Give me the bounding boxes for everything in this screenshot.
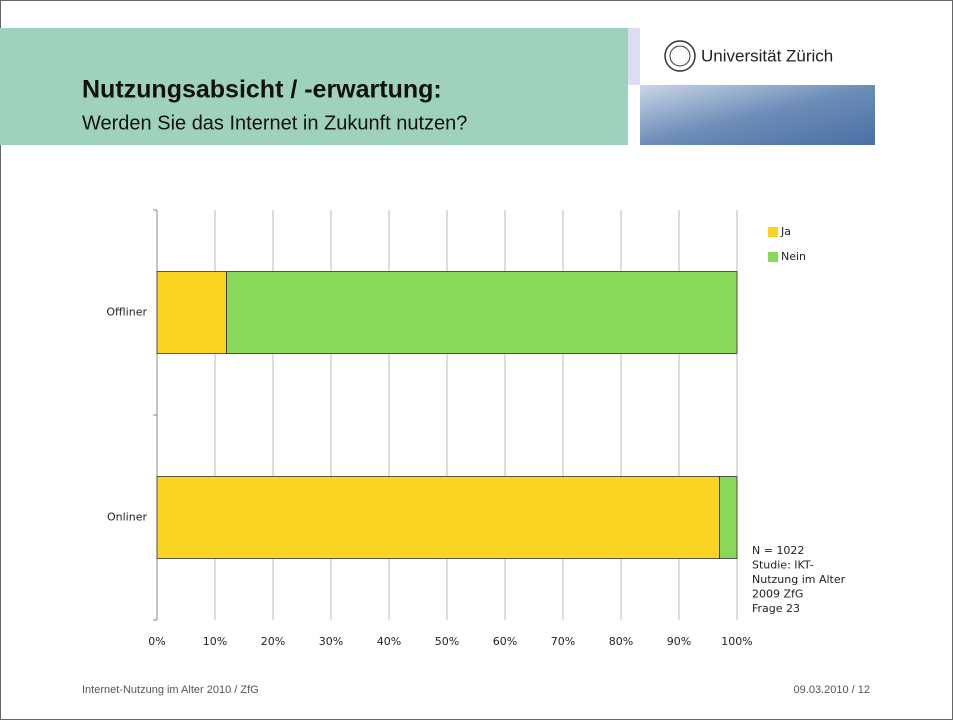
legend-label: Ja — [780, 225, 791, 238]
logo-seal-inner — [669, 45, 691, 67]
note-line: 2009 ZfG — [752, 588, 803, 601]
chart: 0% 10% 20% 30% 40% 50% 60% 70% 80% 90% 100% Offline… — [106, 209, 846, 648]
note-line: N = 1022 — [752, 544, 804, 557]
x-tick-label: 60% — [493, 635, 517, 648]
footer-left: Internet-Nutzung im Alter 2010 / ZfG — [82, 684, 259, 696]
legend-swatch — [768, 227, 778, 237]
slide-title: Nutzungsabsicht / -erwartung: — [82, 76, 442, 104]
x-tick-label: 10% — [203, 635, 227, 648]
x-tick-label: 100% — [721, 635, 752, 648]
note-line: Nutzung im Alter — [752, 573, 846, 586]
x-tick-label: 0% — [148, 635, 165, 648]
x-tick-label: 50% — [435, 635, 459, 648]
legend-swatch — [768, 252, 778, 262]
logo-text: Universität Zürich — [701, 46, 833, 65]
x-tick-label: 90% — [667, 635, 691, 648]
bar-segment — [719, 476, 738, 559]
footer-right: 09.03.2010 / 12 — [794, 684, 870, 696]
logo-seal — [664, 40, 696, 72]
slide-subtitle: Werden Sie das Internet in Zukunft nutze… — [82, 112, 467, 134]
note-line: Frage 23 — [752, 602, 800, 615]
legend-label: Nein — [781, 250, 806, 263]
x-tick-label: 70% — [551, 635, 575, 648]
bar-segment — [226, 271, 738, 354]
header-band — [0, 28, 628, 145]
note-line: Studie: IKT- — [752, 559, 814, 572]
x-tick-label: 80% — [609, 635, 633, 648]
x-tick-label: 20% — [261, 635, 285, 648]
x-tick-label: 40% — [377, 635, 401, 648]
bar-segment — [156, 476, 720, 559]
bar-segment — [156, 271, 227, 354]
y-tick-label: Onliner — [107, 511, 147, 524]
y-tick-label: Offliner — [106, 306, 147, 319]
header-photo — [640, 85, 875, 145]
header-strip — [628, 28, 640, 85]
x-tick-label: 30% — [319, 635, 343, 648]
